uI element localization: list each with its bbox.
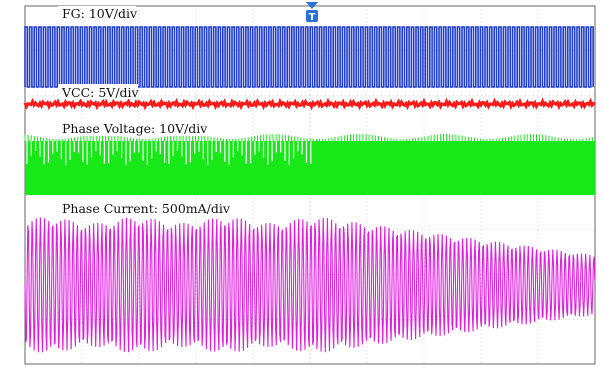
trace-phase-voltage-gaps bbox=[26, 141, 312, 165]
trigger-label: T bbox=[309, 12, 316, 23]
trigger-box bbox=[306, 10, 318, 22]
trigger-arrow-icon bbox=[306, 2, 318, 9]
label-vcc: VCC: 5V/div bbox=[61, 85, 140, 100]
trace-phase-current bbox=[24, 217, 596, 353]
label-bg-vcc bbox=[58, 84, 138, 99]
trace-phase-voltage-spikes bbox=[24, 134, 593, 141]
trigger-marker: T bbox=[306, 2, 318, 23]
label-fg: FG: 10V/div bbox=[62, 6, 138, 21]
label-bg-phase-voltage bbox=[58, 120, 210, 136]
traces bbox=[23, 26, 596, 353]
label-phase-current: Phase Current: 500mA/div bbox=[62, 201, 231, 216]
label-bg-fg bbox=[58, 6, 136, 21]
trace-labels: FG: 10V/div VCC: 5V/div Phase Voltage: 1… bbox=[58, 6, 233, 216]
trace-vcc bbox=[23, 97, 596, 111]
trace-fg bbox=[24, 26, 594, 88]
label-bg-phase-current bbox=[58, 200, 233, 216]
label-phase-voltage: Phase Voltage: 10V/div bbox=[62, 121, 208, 136]
trace-phase-voltage-band bbox=[25, 141, 595, 195]
